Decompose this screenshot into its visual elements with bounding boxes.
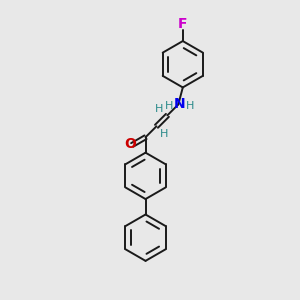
- Text: H: H: [155, 104, 164, 114]
- Text: F: F: [178, 17, 188, 31]
- Text: O: O: [124, 137, 136, 152]
- Text: H: H: [165, 101, 173, 111]
- Text: N: N: [174, 97, 185, 111]
- Text: H: H: [160, 129, 169, 139]
- Text: H: H: [185, 101, 194, 111]
